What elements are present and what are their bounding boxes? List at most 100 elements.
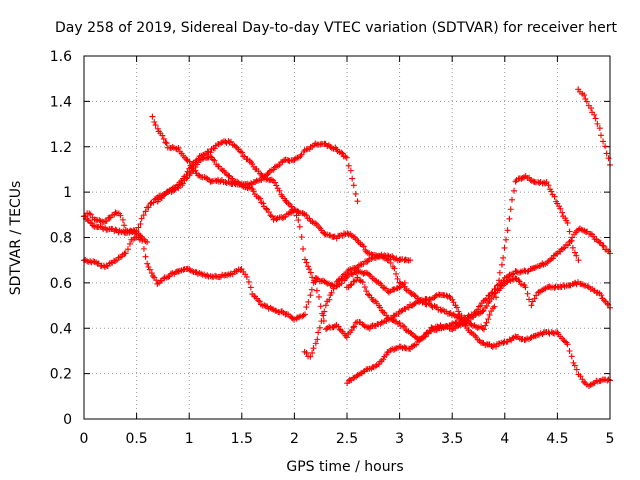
data-point [298, 234, 305, 241]
data-point [571, 362, 578, 369]
data-point [483, 303, 490, 310]
data-point [142, 253, 149, 260]
data-point [372, 363, 379, 370]
data-point [385, 289, 392, 296]
data-point [255, 297, 262, 304]
data-point [500, 339, 507, 346]
data-point [303, 212, 310, 219]
data-point [147, 200, 154, 207]
data-point [238, 149, 245, 156]
data-point [295, 217, 302, 224]
x-tick-label: 2.5 [336, 431, 358, 447]
data-point [314, 336, 321, 343]
data-point [305, 263, 312, 270]
data-point [360, 243, 367, 250]
data-point [350, 375, 357, 382]
data-point [126, 240, 133, 247]
data-point [570, 359, 577, 366]
data-point [145, 204, 152, 211]
y-tick-label: 0.8 [50, 231, 72, 247]
data-point [583, 98, 590, 105]
data-point [276, 187, 283, 194]
data-point [566, 228, 573, 235]
data-point [322, 302, 329, 309]
data-point [293, 315, 300, 322]
data-point [384, 257, 391, 264]
data-point [506, 215, 513, 222]
x-tick-label: 3.5 [441, 431, 463, 447]
data-point [512, 275, 519, 282]
data-point [247, 284, 254, 291]
data-point [189, 268, 196, 275]
data-point [504, 227, 511, 234]
data-point [579, 281, 586, 288]
data-point [345, 162, 352, 169]
data-point [453, 314, 460, 321]
data-point [399, 322, 406, 329]
data-point [552, 251, 559, 258]
data-point [263, 205, 270, 212]
data-point [386, 256, 393, 263]
data-point [515, 277, 522, 284]
data-point [300, 245, 307, 252]
data-point [398, 308, 405, 315]
data-point [529, 265, 536, 272]
data-point [204, 272, 211, 279]
data-point [363, 258, 370, 265]
data-point [90, 258, 97, 265]
data-point [268, 213, 275, 220]
data-point [522, 284, 529, 291]
data-point [480, 326, 487, 333]
data-point [486, 311, 493, 318]
data-point [556, 203, 563, 210]
data-point [511, 187, 518, 194]
data-point [212, 272, 219, 279]
data-point [135, 224, 142, 231]
data-point [296, 223, 303, 230]
x-tick-label: 1 [185, 431, 194, 447]
series-track-2 [81, 138, 361, 236]
data-point [394, 275, 401, 282]
x-tick-label: 5 [606, 431, 615, 447]
data-point [144, 260, 151, 267]
y-axis-title: SDTVAR / TECUs [8, 181, 24, 296]
data-point [87, 211, 94, 218]
data-point [590, 380, 597, 387]
data-point [316, 293, 323, 300]
data-point [588, 105, 595, 112]
data-point [183, 175, 190, 182]
data-point [364, 291, 371, 298]
data-point [405, 304, 412, 311]
data-point [344, 230, 351, 237]
data-point [226, 139, 233, 146]
data-marks [80, 86, 613, 390]
data-point [360, 322, 367, 329]
data-point [401, 323, 408, 330]
data-point [348, 281, 355, 288]
data-point [257, 195, 264, 202]
data-point [524, 290, 531, 297]
data-point [412, 334, 419, 341]
y-tick-label: 1 [63, 185, 72, 201]
data-point [559, 209, 566, 216]
data-point [313, 287, 320, 294]
data-point [186, 158, 193, 165]
data-point [383, 351, 390, 358]
x-tick-label: 2 [290, 431, 299, 447]
data-point [551, 193, 558, 200]
data-point [543, 179, 550, 186]
data-point [472, 332, 479, 339]
data-point [351, 323, 358, 330]
data-point [564, 219, 571, 226]
data-point [318, 318, 325, 325]
data-point [509, 335, 516, 342]
data-point [391, 256, 398, 263]
data-point [316, 324, 323, 331]
data-point [491, 290, 498, 297]
data-point [501, 244, 508, 251]
data-point [548, 188, 555, 195]
data-point [211, 145, 218, 152]
data-point [387, 259, 394, 266]
data-point [361, 284, 368, 291]
data-point [148, 270, 155, 277]
